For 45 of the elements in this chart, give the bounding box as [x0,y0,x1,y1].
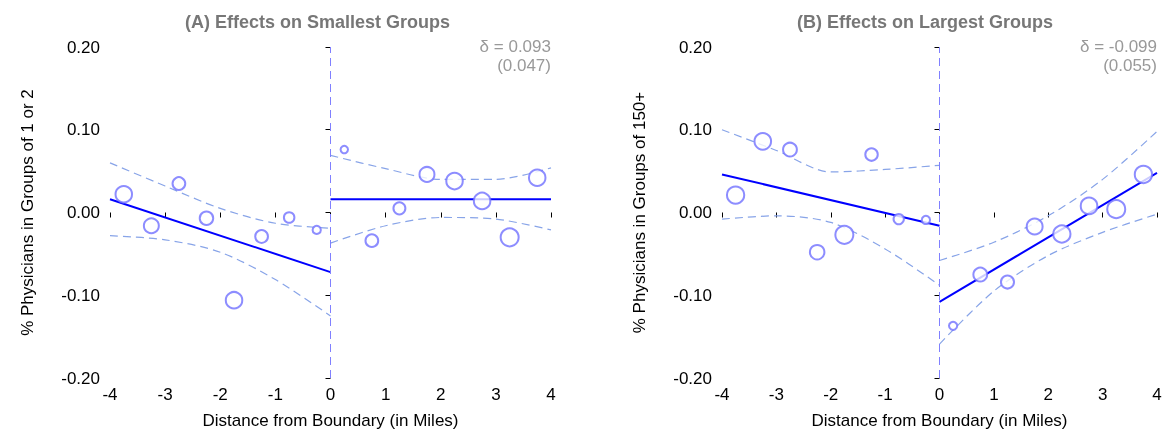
line-series [721,215,941,286]
x-tick-label: 0 [934,385,945,404]
line-series [721,129,941,173]
annotation: (0.047) [497,56,551,75]
line-series [109,235,332,317]
chart-title: (B) Effects on Largest Groups [797,12,1054,32]
x-tick-label: -2 [823,385,839,404]
x-tick-label: -2 [212,385,228,404]
line-series [329,216,552,244]
x-tick-label: -3 [768,385,784,404]
y-tick-label: 0.20 [678,37,712,57]
y-tick-label: -0.10 [673,285,712,305]
x-axis-title: Distance from Boundary (in Miles) [811,411,1068,430]
y-tick-label: -0.20 [61,368,100,388]
x-tick-label: 2 [436,385,446,404]
line-series [938,213,1158,345]
x-tick-label: -1 [267,385,283,404]
x-tick-label: -3 [157,385,173,404]
x-tick-label: 4 [546,385,556,404]
y-tick-label: 0.20 [66,37,100,57]
annotation: δ = 0.093 [479,37,551,56]
line-series [329,154,552,180]
x-tick-label: 2 [1043,385,1053,404]
y-tick-label: 0.00 [678,203,712,222]
chart-title: (A) Effects on Smallest Groups [185,12,451,32]
x-tick-label: 1 [380,385,391,404]
x-tick-label: -1 [877,385,893,404]
x-tick-label: -4 [102,385,118,404]
x-axis-title: Distance from Boundary (in Miles) [202,411,459,430]
line-series [938,130,1158,262]
x-tick-label: 4 [1152,385,1162,404]
y-tick-label: 0.10 [678,120,712,140]
x-tick-label: 0 [325,385,336,404]
y-axis-title: % Physicians in Groups of 150+ [630,91,649,334]
y-tick-label: 0.00 [66,203,100,222]
x-tick-label: -4 [714,385,730,404]
y-tick-label: -0.20 [673,368,712,388]
x-tick-label: 3 [491,385,501,404]
annotation: (0.055) [1103,56,1157,75]
x-tick-label: 3 [1097,385,1108,404]
y-tick-label: -0.10 [61,285,100,305]
y-tick-label: 0.10 [66,120,100,140]
annotation: δ = -0.099 [1079,37,1157,56]
x-tick-label: 1 [989,385,999,404]
y-axis-title: % Physicians in Groups of 1 or 2 [18,89,37,336]
